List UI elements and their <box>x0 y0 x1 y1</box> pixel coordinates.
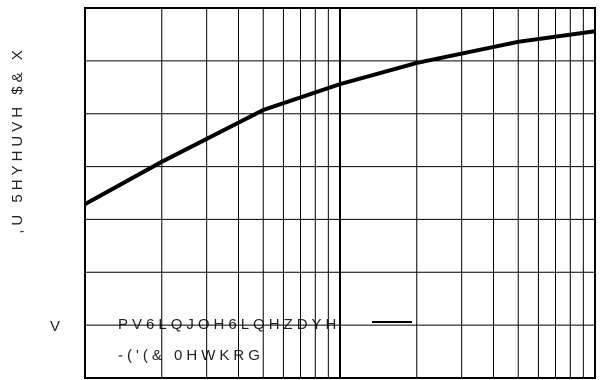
y-unit: V <box>50 318 64 335</box>
note: -('(& 0HWKRG <box>118 347 264 364</box>
line-series <box>84 29 596 206</box>
y-axis-label: ,U 5HYHUVH $& X <box>9 46 26 234</box>
x-axis-label: PV6LQJOH6LQHZDYH <box>118 316 340 333</box>
plot-frame <box>84 7 596 379</box>
